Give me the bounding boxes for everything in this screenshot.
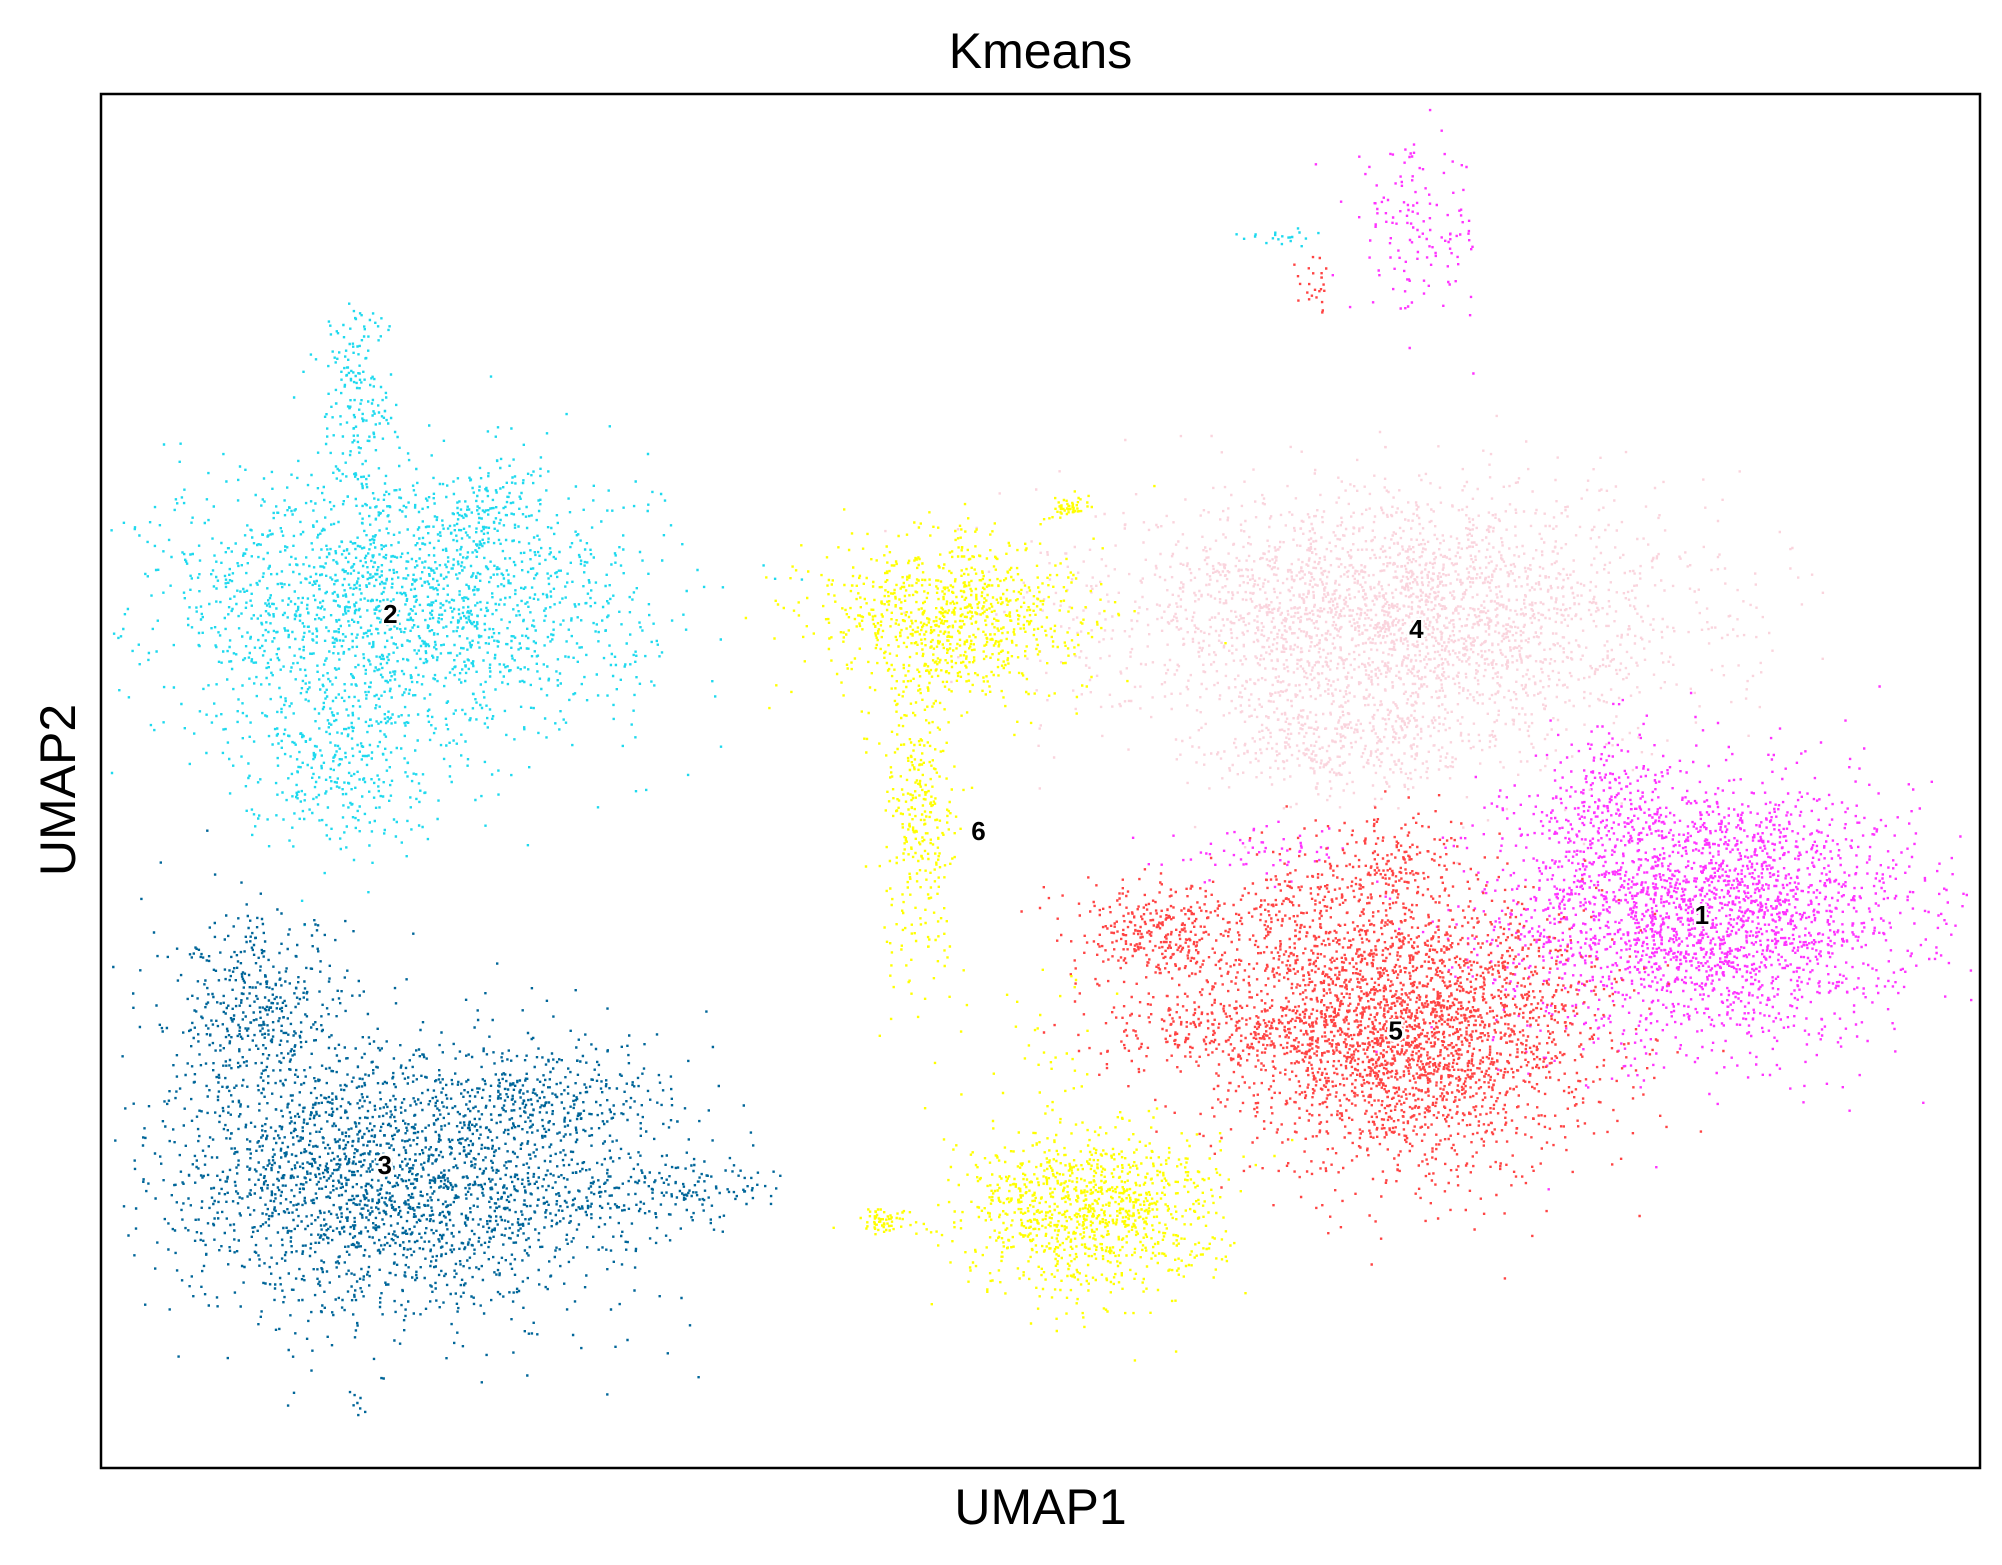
cluster-3-dots [112,829,782,1417]
cluster-label-1: 1 [1695,900,1709,930]
cluster-label-6: 6 [971,816,985,846]
cluster-5-points [1020,255,1725,1280]
cluster-label-4: 4 [1409,614,1424,644]
plot-frame [99,92,1982,1470]
cluster-label-3: 3 [377,1150,391,1180]
cluster-5-dots [1020,255,1725,1280]
cluster-3-points [112,829,782,1417]
cluster-label-2: 2 [383,599,397,629]
cluster-2-dots [110,227,1320,927]
points-layer [110,108,1973,1417]
x-axis-label: UMAP1 [954,1479,1127,1535]
cluster-labels: 1 2 3 4 5 6 [375,596,1712,1182]
cluster-label-5: 5 [1388,1015,1402,1045]
chart-title: Kmeans [948,23,1133,79]
cluster-2-points [110,227,1320,927]
y-axis-label: UMAP2 [30,703,86,877]
